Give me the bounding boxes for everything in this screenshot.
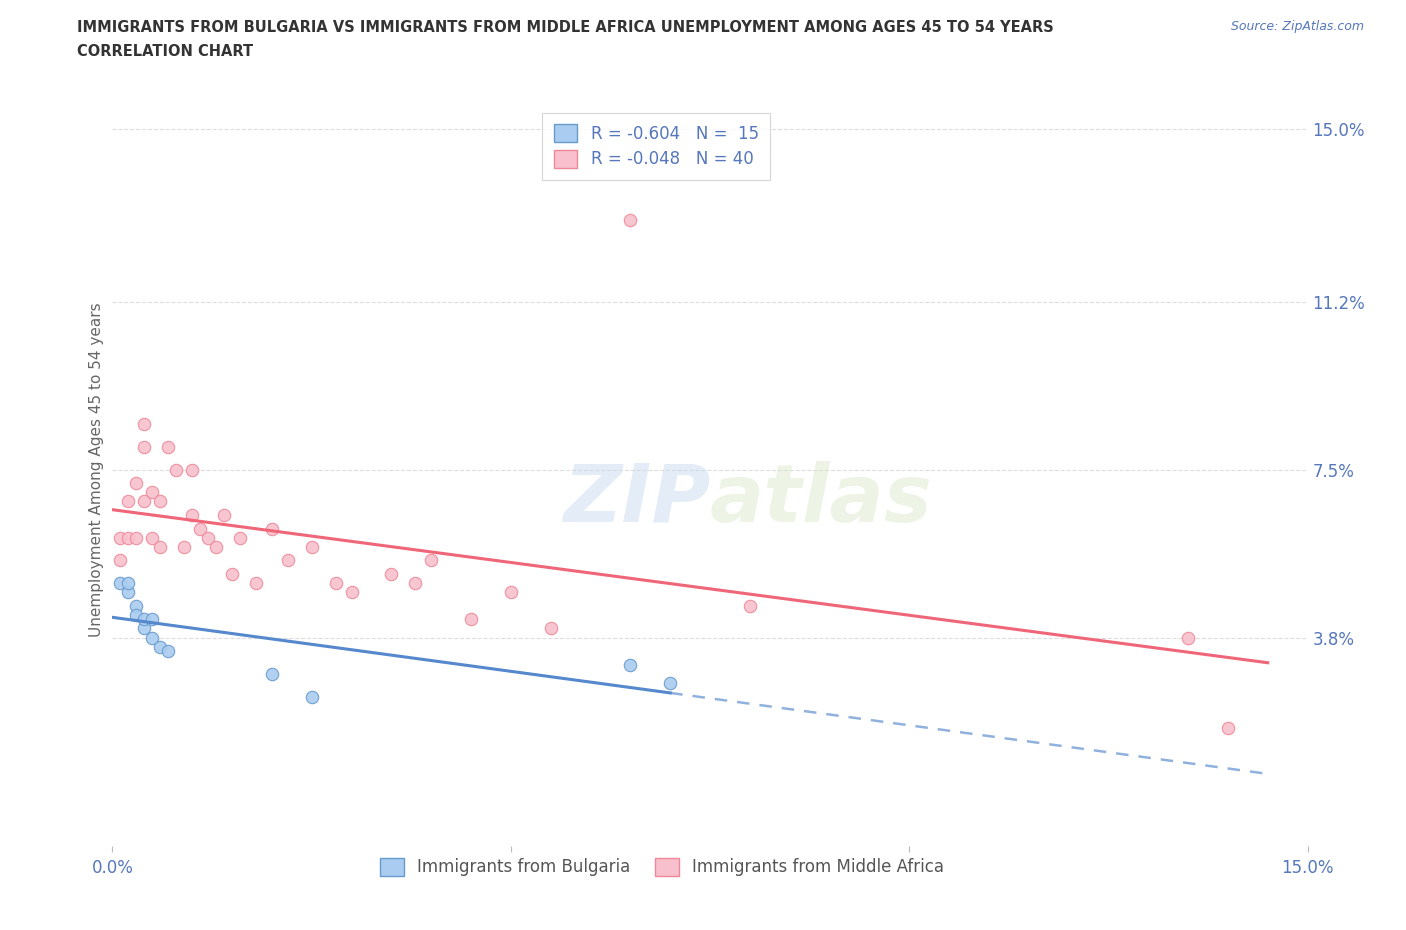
Point [188,521,211,536]
Point [277,553,299,568]
Y-axis label: Unemployment Among Ages 45 to 54 years: Unemployment Among Ages 45 to 54 years [89,302,104,637]
Legend: Immigrants from Bulgaria, Immigrants from Middle Africa: Immigrants from Bulgaria, Immigrants fro… [374,851,950,884]
Point [141,530,163,545]
Point [117,576,139,591]
Point [165,462,187,477]
Point [260,521,283,536]
Point [157,644,180,658]
Point [380,566,402,581]
Point [460,612,482,627]
Point [659,675,682,690]
Point [1177,631,1199,645]
Point [221,566,243,581]
Point [110,553,132,568]
Point [125,476,148,491]
Point [260,667,283,682]
Point [134,612,156,627]
Point [134,440,156,455]
Point [141,631,163,645]
Point [197,530,219,545]
Point [125,530,148,545]
Point [738,598,761,613]
Point [499,585,522,600]
Text: atlas: atlas [710,460,932,538]
Point [245,576,267,591]
Point [134,494,156,509]
Point [229,530,252,545]
Point [404,576,426,591]
Point [325,576,347,591]
Text: CORRELATION CHART: CORRELATION CHART [77,44,253,59]
Point [212,508,235,523]
Point [301,689,323,704]
Point [340,585,363,600]
Point [149,539,172,554]
Point [181,462,204,477]
Point [205,539,228,554]
Text: Source: ZipAtlas.com: Source: ZipAtlas.com [1230,20,1364,33]
Point [117,585,139,600]
Point [619,213,641,228]
Point [619,658,641,672]
Point [125,607,148,622]
Text: IMMIGRANTS FROM BULGARIA VS IMMIGRANTS FROM MIDDLE AFRICA UNEMPLOYMENT AMONG AGE: IMMIGRANTS FROM BULGARIA VS IMMIGRANTS F… [77,20,1054,35]
Point [134,417,156,432]
Point [157,440,180,455]
Point [141,485,163,499]
Point [149,494,172,509]
Point [117,494,139,509]
Point [110,530,132,545]
Point [540,621,562,636]
Point [141,612,163,627]
Point [110,576,132,591]
Point [149,639,172,654]
Text: ZIP: ZIP [562,460,710,538]
Point [125,598,148,613]
Point [1216,721,1239,736]
Point [301,539,323,554]
Point [134,621,156,636]
Point [117,530,139,545]
Point [420,553,443,568]
Point [181,508,204,523]
Point [173,539,195,554]
